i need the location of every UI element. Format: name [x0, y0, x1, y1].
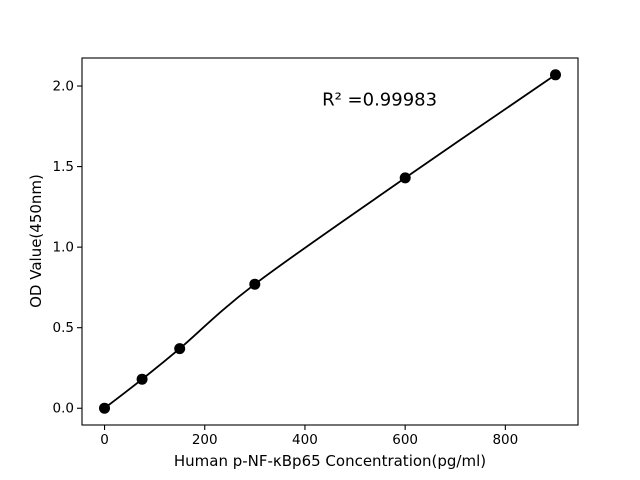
- x-tick-label: 800: [492, 432, 518, 448]
- x-tick-label: 0: [100, 432, 109, 448]
- r-squared-annotation: R² =0.99983: [322, 89, 438, 111]
- y-tick-label: 1.5: [53, 159, 74, 175]
- data-point: [174, 343, 186, 355]
- x-tick-label: 600: [392, 432, 418, 448]
- data-point: [550, 69, 561, 81]
- data-point: [399, 172, 411, 184]
- data-point: [249, 278, 261, 290]
- x-tick-label: 400: [292, 432, 318, 448]
- y-axis-label: OD Value(450nm): [27, 174, 45, 308]
- data-point: [99, 402, 110, 414]
- x-tick-label: 200: [192, 432, 218, 448]
- y-tick-label: 0.5: [53, 320, 74, 336]
- y-tick-label: 2.0: [53, 79, 74, 95]
- plot-border: [81, 57, 579, 426]
- data-point: [136, 373, 148, 385]
- y-tick-label: 0.0: [53, 401, 74, 417]
- y-tick-label: 1.0: [53, 240, 74, 256]
- x-axis-label: Human p-NF-κBp65 Concentration(pg/ml): [173, 452, 487, 470]
